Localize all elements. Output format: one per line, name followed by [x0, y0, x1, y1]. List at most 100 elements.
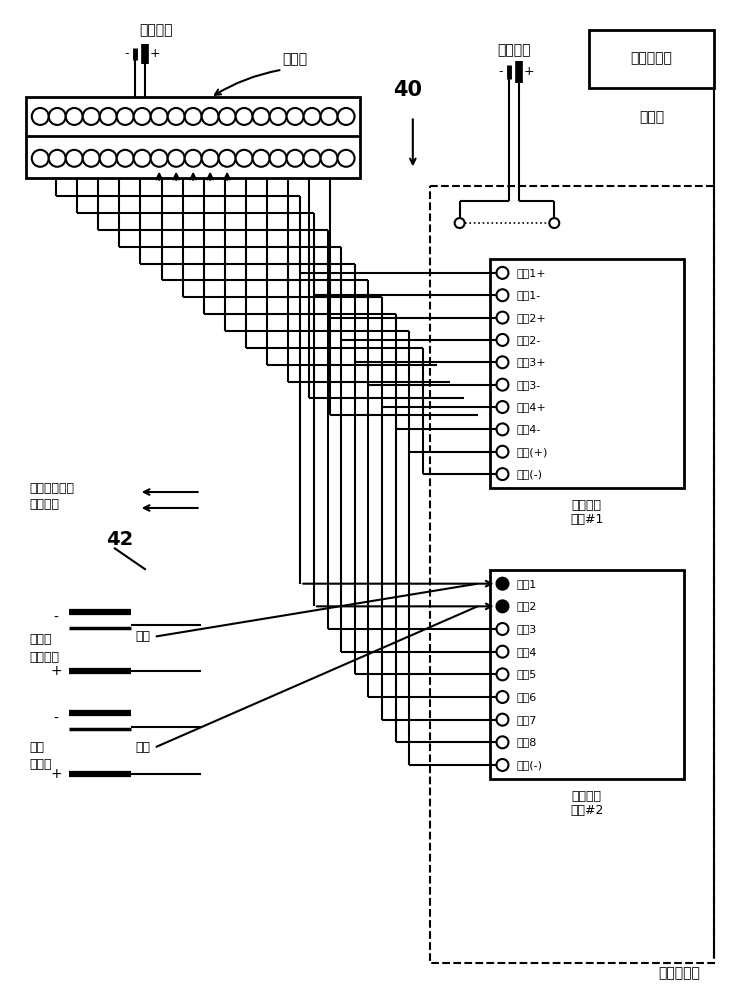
Bar [490, 570, 683, 779]
Text: 设备电源: 设备电源 [139, 23, 173, 37]
Text: +: + [50, 664, 62, 678]
Text: 乙二醇: 乙二醇 [29, 633, 52, 646]
Circle shape [49, 108, 66, 125]
Circle shape [496, 714, 509, 726]
Circle shape [496, 446, 509, 458]
Circle shape [219, 150, 235, 167]
Text: 输出3-: 输出3- [516, 380, 541, 390]
Circle shape [321, 150, 338, 167]
Circle shape [31, 108, 49, 125]
Circle shape [66, 108, 83, 125]
Circle shape [496, 578, 509, 590]
Text: 输入3: 输入3 [516, 624, 537, 634]
Circle shape [151, 108, 167, 125]
Text: +: + [150, 47, 160, 60]
Text: 信号: 信号 [135, 741, 151, 754]
Circle shape [83, 150, 99, 167]
Text: 压力信号: 压力信号 [29, 651, 59, 664]
Text: 输出4-: 输出4- [516, 424, 541, 434]
Circle shape [496, 691, 509, 703]
Circle shape [287, 150, 303, 167]
Text: 模组#2: 模组#2 [570, 804, 603, 817]
Circle shape [270, 108, 287, 125]
Circle shape [202, 150, 219, 167]
Circle shape [66, 150, 83, 167]
Text: 42: 42 [106, 530, 133, 549]
Text: 输入5: 输入5 [516, 669, 537, 679]
Text: 电源(+): 电源(+) [516, 447, 548, 457]
Circle shape [49, 150, 66, 167]
Circle shape [496, 356, 509, 368]
Circle shape [287, 108, 303, 125]
Circle shape [117, 150, 134, 167]
Circle shape [31, 150, 49, 167]
Circle shape [496, 468, 509, 480]
Text: 信号: 信号 [135, 630, 151, 643]
Circle shape [496, 759, 509, 771]
Text: 输出1+: 输出1+ [516, 268, 546, 278]
Bar [26, 97, 360, 178]
Circle shape [496, 379, 509, 391]
Text: 流量: 流量 [29, 741, 45, 754]
Text: 输入1: 输入1 [516, 579, 537, 589]
Circle shape [496, 600, 509, 612]
Circle shape [303, 108, 321, 125]
Circle shape [496, 623, 509, 635]
Circle shape [235, 150, 253, 167]
Text: 电压输入: 电压输入 [572, 790, 602, 803]
Circle shape [496, 668, 509, 680]
Circle shape [455, 218, 465, 228]
Bar [490, 259, 683, 488]
Text: 输出2+: 输出2+ [516, 313, 546, 323]
Text: 输入4: 输入4 [516, 647, 537, 657]
Circle shape [321, 108, 338, 125]
Circle shape [185, 108, 202, 125]
Circle shape [235, 108, 253, 125]
Text: 输出4+: 输出4+ [516, 402, 546, 412]
Text: 输出3+: 输出3+ [516, 357, 546, 367]
Text: 模组电源: 模组电源 [498, 43, 531, 57]
Text: 接线板: 接线板 [283, 53, 308, 67]
Circle shape [303, 150, 321, 167]
Text: -: - [125, 47, 129, 60]
Bar [589, 30, 713, 88]
Circle shape [117, 108, 134, 125]
Text: 模组计算机: 模组计算机 [658, 966, 700, 980]
Text: -: - [499, 65, 503, 78]
Circle shape [496, 312, 509, 324]
Text: 模组#1: 模组#1 [570, 513, 603, 526]
Circle shape [167, 108, 185, 125]
Text: 电流输出: 电流输出 [572, 499, 602, 512]
Circle shape [99, 108, 117, 125]
Circle shape [496, 736, 509, 748]
Circle shape [134, 150, 151, 167]
Text: 共通(-): 共通(-) [516, 469, 542, 479]
Circle shape [270, 150, 287, 167]
Circle shape [83, 108, 99, 125]
Circle shape [338, 150, 355, 167]
Bar [430, 186, 713, 963]
Text: -: - [54, 611, 58, 625]
Text: -: - [54, 712, 58, 726]
Circle shape [338, 108, 355, 125]
Text: 以太网: 以太网 [639, 110, 664, 124]
Circle shape [496, 401, 509, 413]
Text: 致动信号: 致动信号 [29, 498, 59, 511]
Circle shape [496, 289, 509, 301]
Circle shape [185, 150, 202, 167]
Circle shape [549, 218, 559, 228]
Circle shape [99, 150, 117, 167]
Text: +: + [524, 65, 534, 78]
Circle shape [202, 108, 219, 125]
Text: 输出1-: 输出1- [516, 290, 541, 300]
Text: 共通(-): 共通(-) [516, 760, 542, 770]
Circle shape [253, 150, 270, 167]
Text: 输出2-: 输出2- [516, 335, 541, 345]
Text: 输入2: 输入2 [516, 601, 537, 611]
Circle shape [496, 646, 509, 658]
Text: 输入7: 输入7 [516, 715, 537, 725]
Text: 乙二醇变速泵: 乙二醇变速泵 [29, 482, 75, 495]
Circle shape [496, 334, 509, 346]
Circle shape [134, 108, 151, 125]
Circle shape [496, 423, 509, 435]
